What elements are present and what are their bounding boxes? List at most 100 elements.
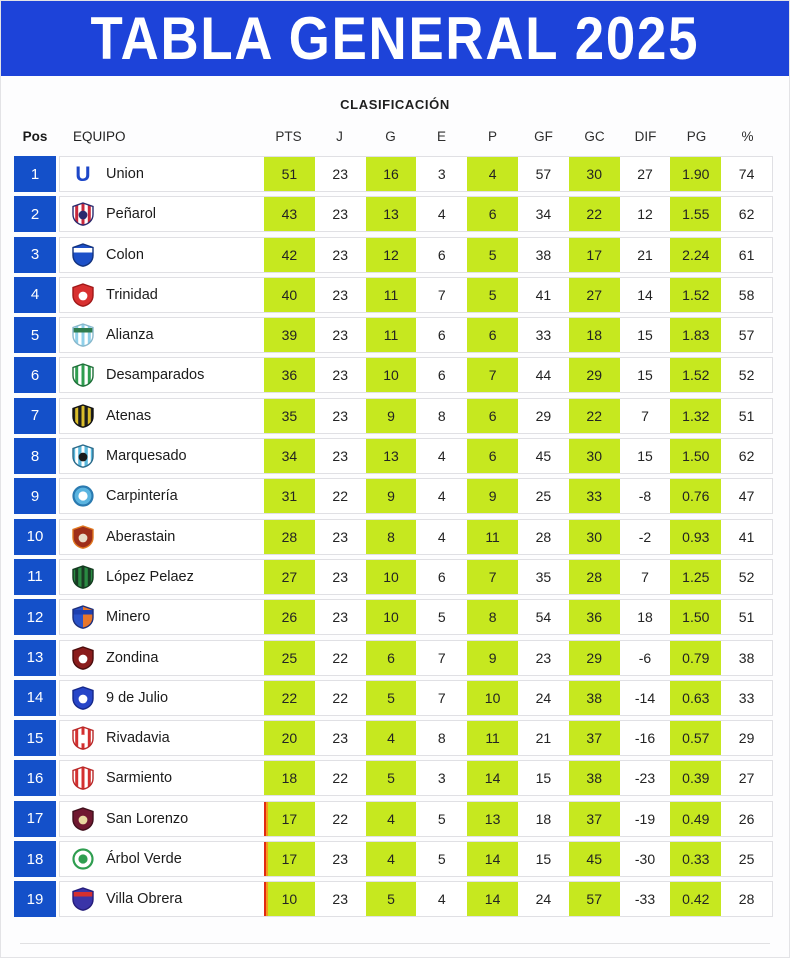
stat-cell-e: 4 — [437, 488, 446, 505]
stat-cell-p: 14 — [467, 761, 518, 796]
team-name: Union — [106, 166, 144, 182]
stat-cell-gc: 22 — [568, 398, 620, 433]
stat-cell-gf: 23 — [535, 649, 552, 666]
stat-cell-g: 11 — [365, 318, 417, 353]
stat-cell-g: 9 — [365, 398, 417, 433]
stat-cell-g: 4 — [365, 842, 417, 877]
stat-cell-j: 23 — [332, 246, 348, 263]
stat-cell-g: 13 — [365, 197, 417, 232]
stat-cell-p: 7 — [467, 559, 518, 594]
stat-cell-p: 11 — [467, 721, 518, 756]
column-header-p: P — [487, 128, 497, 144]
table-row: 16 Sarmiento 18 22 5 3 14 15 38 -23 0.39 27 — [14, 760, 776, 797]
stat-cell-e: 4 — [437, 528, 446, 545]
team-name: Peñarol — [106, 206, 156, 223]
stat-cell-gf: 44 — [535, 367, 552, 384]
stat-cell-p: 13 — [467, 801, 518, 836]
team-badge-icon — [60, 238, 106, 272]
footer-divider — [20, 943, 770, 945]
stat-cell-gc: 45 — [568, 842, 620, 877]
stat-cell-gc: 37 — [568, 721, 620, 756]
stat-cell-gc: 30 — [568, 439, 620, 474]
stat-cell-dif: -23 — [634, 770, 656, 787]
team-badge-icon — [60, 641, 106, 675]
position-badge: 7 — [14, 397, 56, 434]
stat-cell-%: 61 — [738, 246, 755, 263]
stat-cell-pts: 51 — [264, 157, 315, 191]
table-row: 6 Desamparados 36 23 10 6 7 44 29 15 1.52 52 — [14, 357, 776, 394]
column-header-%: % — [741, 128, 754, 144]
stat-cell-gc: 28 — [568, 559, 620, 594]
stat-cell-%: 29 — [738, 730, 755, 747]
stat-cell-p: 6 — [467, 197, 518, 232]
page-title: TABLA GENERAL 2025 — [90, 4, 700, 72]
table-row: 7 Atenas 35 23 9 8 6 29 22 7 1.32 51 — [14, 397, 776, 434]
stat-cell-j: 23 — [332, 286, 348, 303]
stat-cell-e: 6 — [437, 568, 446, 585]
stat-cell-g: 8 — [365, 519, 417, 554]
stat-cell-pg: 1.83 — [670, 318, 722, 353]
stat-cell-gf: 34 — [535, 206, 552, 223]
stat-cell-p: 8 — [467, 600, 518, 635]
team-badge-icon — [60, 761, 106, 795]
team-badge-icon — [60, 721, 106, 755]
stat-cell-g: 13 — [365, 439, 417, 474]
stat-cell-e: 3 — [437, 770, 446, 787]
team-badge-icon — [60, 318, 106, 352]
table-row: 13 Zondina 25 22 6 7 9 23 29 -6 0.79 38 — [14, 639, 776, 676]
stat-cell-gc: 30 — [568, 157, 620, 191]
stat-cell-gf: 57 — [535, 166, 552, 182]
position-badge: 19 — [14, 881, 56, 918]
column-header-pg: PG — [686, 128, 707, 144]
stat-cell-e: 8 — [437, 407, 446, 424]
stat-cell-g: 10 — [365, 559, 417, 594]
stat-cell-gf: 21 — [535, 730, 552, 747]
column-header-e: E — [436, 128, 446, 144]
stat-cell-pg: 0.93 — [670, 519, 722, 554]
team-name: Aberastain — [106, 528, 176, 545]
stat-cell-gf: 41 — [535, 286, 552, 303]
column-header-pos: Pos — [22, 128, 48, 144]
table-row: 3 Colon 42 23 12 6 5 38 17 21 2.24 61 — [14, 236, 776, 273]
stat-cell-dif: -8 — [638, 488, 652, 505]
stat-cell-j: 23 — [332, 206, 348, 223]
stat-cell-p: 9 — [467, 640, 518, 675]
team-badge-icon — [60, 278, 106, 312]
stat-cell-dif: -33 — [634, 891, 656, 908]
team-badge-icon — [60, 842, 106, 876]
stat-cell-p: 4 — [467, 157, 518, 191]
team-name: Villa Obrera — [106, 891, 183, 908]
stat-cell-pts: 26 — [264, 600, 315, 635]
team-badge-icon — [60, 802, 106, 836]
stat-cell-%: 28 — [738, 891, 755, 908]
stat-cell-dif: -19 — [634, 810, 656, 827]
stat-cell-e: 4 — [437, 891, 446, 908]
stat-cell-dif: -6 — [638, 649, 652, 666]
stat-cell-e: 6 — [437, 327, 446, 344]
stat-cell-pg: 0.57 — [670, 721, 722, 756]
team-name: Árbol Verde — [106, 851, 182, 868]
position-badge: 12 — [14, 599, 56, 636]
stat-cell-j: 23 — [332, 528, 348, 545]
stat-cell-dif: 7 — [641, 568, 649, 585]
stat-cell-j: 23 — [332, 327, 348, 344]
position-badge: 4 — [14, 276, 56, 313]
stat-cell-%: 58 — [738, 286, 755, 303]
stat-cell-pts: 40 — [264, 277, 315, 312]
stat-cell-pts: 43 — [264, 197, 315, 232]
stat-cell-g: 5 — [365, 761, 417, 796]
stat-cell-gf: 38 — [535, 246, 552, 263]
stat-cell-gc: 22 — [568, 197, 620, 232]
stat-cell-%: 33 — [738, 689, 755, 706]
stat-cell-gf: 29 — [535, 407, 552, 424]
team-name: Desamparados — [106, 367, 205, 384]
team-badge-icon — [60, 520, 106, 554]
stat-cell-%: 52 — [738, 367, 755, 384]
team-name: Zondina — [106, 649, 159, 666]
stat-cell-dif: -2 — [638, 528, 652, 545]
stat-cell-j: 23 — [332, 730, 348, 747]
table-row: 4 Trinidad 40 23 11 7 5 41 27 14 1.52 58 — [14, 276, 776, 313]
table-row: 17 San Lorenzo 17 22 4 5 13 18 37 -19 0.49 26 — [14, 800, 776, 837]
stat-cell-%: 41 — [738, 528, 755, 545]
stat-cell-gf: 35 — [535, 568, 552, 585]
